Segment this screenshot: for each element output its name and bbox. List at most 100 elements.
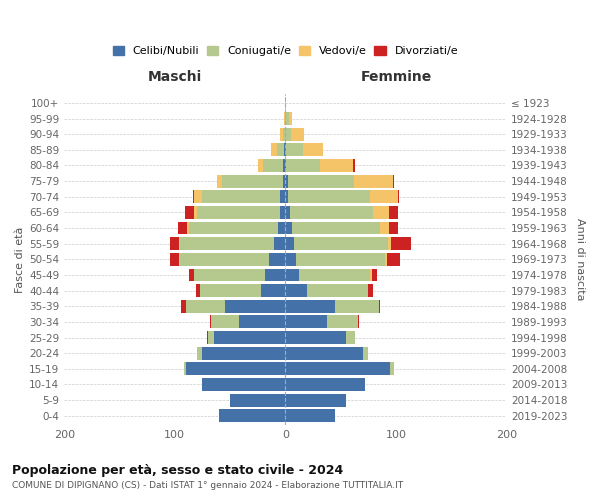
Bar <box>392 174 394 188</box>
Bar <box>278 222 286 234</box>
Bar <box>202 190 280 203</box>
Bar <box>258 159 263 172</box>
Bar <box>363 347 368 360</box>
Bar <box>287 190 370 203</box>
Bar <box>181 238 274 250</box>
Bar <box>193 190 194 203</box>
Bar <box>370 190 398 203</box>
Bar <box>387 253 400 266</box>
Bar <box>197 347 202 360</box>
Text: COMUNE DI DIPIGNANO (CS) - Dati ISTAT 1° gennaio 2024 - Elaborazione TUTTITALIA.: COMUNE DI DIPIGNANO (CS) - Dati ISTAT 1°… <box>12 481 403 490</box>
Bar <box>170 253 179 266</box>
Bar <box>389 222 398 234</box>
Bar <box>269 253 286 266</box>
Bar <box>185 206 194 219</box>
Bar <box>274 238 286 250</box>
Bar <box>280 190 286 203</box>
Bar <box>286 222 292 234</box>
Bar <box>280 206 286 219</box>
Bar <box>292 222 380 234</box>
Bar <box>294 238 388 250</box>
Bar <box>335 300 379 312</box>
Bar <box>265 268 286 281</box>
Bar <box>277 144 284 156</box>
Bar <box>286 362 391 375</box>
Bar <box>230 394 286 406</box>
Bar <box>388 238 391 250</box>
Bar <box>354 174 392 188</box>
Bar <box>179 238 181 250</box>
Bar <box>286 347 363 360</box>
Bar <box>283 174 286 188</box>
Bar <box>178 222 187 234</box>
Bar <box>290 206 373 219</box>
Bar <box>289 112 292 125</box>
Bar <box>189 268 194 281</box>
Bar <box>286 284 307 297</box>
Bar <box>286 206 290 219</box>
Bar <box>286 378 365 391</box>
Bar <box>346 331 355 344</box>
Bar <box>286 268 299 281</box>
Bar <box>196 284 200 297</box>
Bar <box>280 128 283 140</box>
Bar <box>284 112 286 125</box>
Bar <box>284 144 286 156</box>
Bar <box>358 316 359 328</box>
Bar <box>194 206 197 219</box>
Bar <box>283 128 286 140</box>
Bar <box>286 300 335 312</box>
Bar <box>181 253 269 266</box>
Bar <box>286 159 320 172</box>
Legend: Celibi/Nubili, Coniugati/e, Vedovi/e, Divorziati/e: Celibi/Nubili, Coniugati/e, Vedovi/e, Di… <box>113 46 458 56</box>
Bar <box>186 362 286 375</box>
Bar <box>320 159 353 172</box>
Bar <box>286 253 296 266</box>
Bar <box>391 238 412 250</box>
Text: Femmine: Femmine <box>360 70 431 84</box>
Bar <box>184 362 186 375</box>
Bar <box>368 284 373 297</box>
Bar <box>208 331 214 344</box>
Bar <box>189 222 278 234</box>
Bar <box>202 347 286 360</box>
Bar <box>194 268 265 281</box>
Bar <box>286 316 328 328</box>
Bar <box>263 159 283 172</box>
Bar <box>200 284 261 297</box>
Bar <box>380 222 389 234</box>
Bar <box>187 222 189 234</box>
Bar <box>223 174 283 188</box>
Bar <box>299 268 370 281</box>
Bar <box>286 190 287 203</box>
Text: Popolazione per età, sesso e stato civile - 2024: Popolazione per età, sesso e stato civil… <box>12 464 343 477</box>
Bar <box>379 300 380 312</box>
Bar <box>353 159 355 172</box>
Bar <box>303 144 323 156</box>
Bar <box>291 128 304 140</box>
Bar <box>219 410 286 422</box>
Bar <box>210 316 211 328</box>
Bar <box>307 284 368 297</box>
Bar <box>286 174 287 188</box>
Bar <box>385 253 387 266</box>
Bar <box>287 174 354 188</box>
Bar <box>373 206 389 219</box>
Bar <box>398 190 399 203</box>
Bar <box>286 331 346 344</box>
Bar <box>296 253 385 266</box>
Bar <box>286 410 335 422</box>
Bar <box>181 300 186 312</box>
Bar <box>179 253 181 266</box>
Bar <box>217 174 223 188</box>
Bar <box>261 284 286 297</box>
Text: Maschi: Maschi <box>148 70 202 84</box>
Bar <box>283 159 286 172</box>
Bar <box>286 128 291 140</box>
Bar <box>214 331 286 344</box>
Bar <box>202 378 286 391</box>
Bar <box>197 206 280 219</box>
Bar <box>224 300 286 312</box>
Bar <box>370 268 371 281</box>
Bar <box>328 316 358 328</box>
